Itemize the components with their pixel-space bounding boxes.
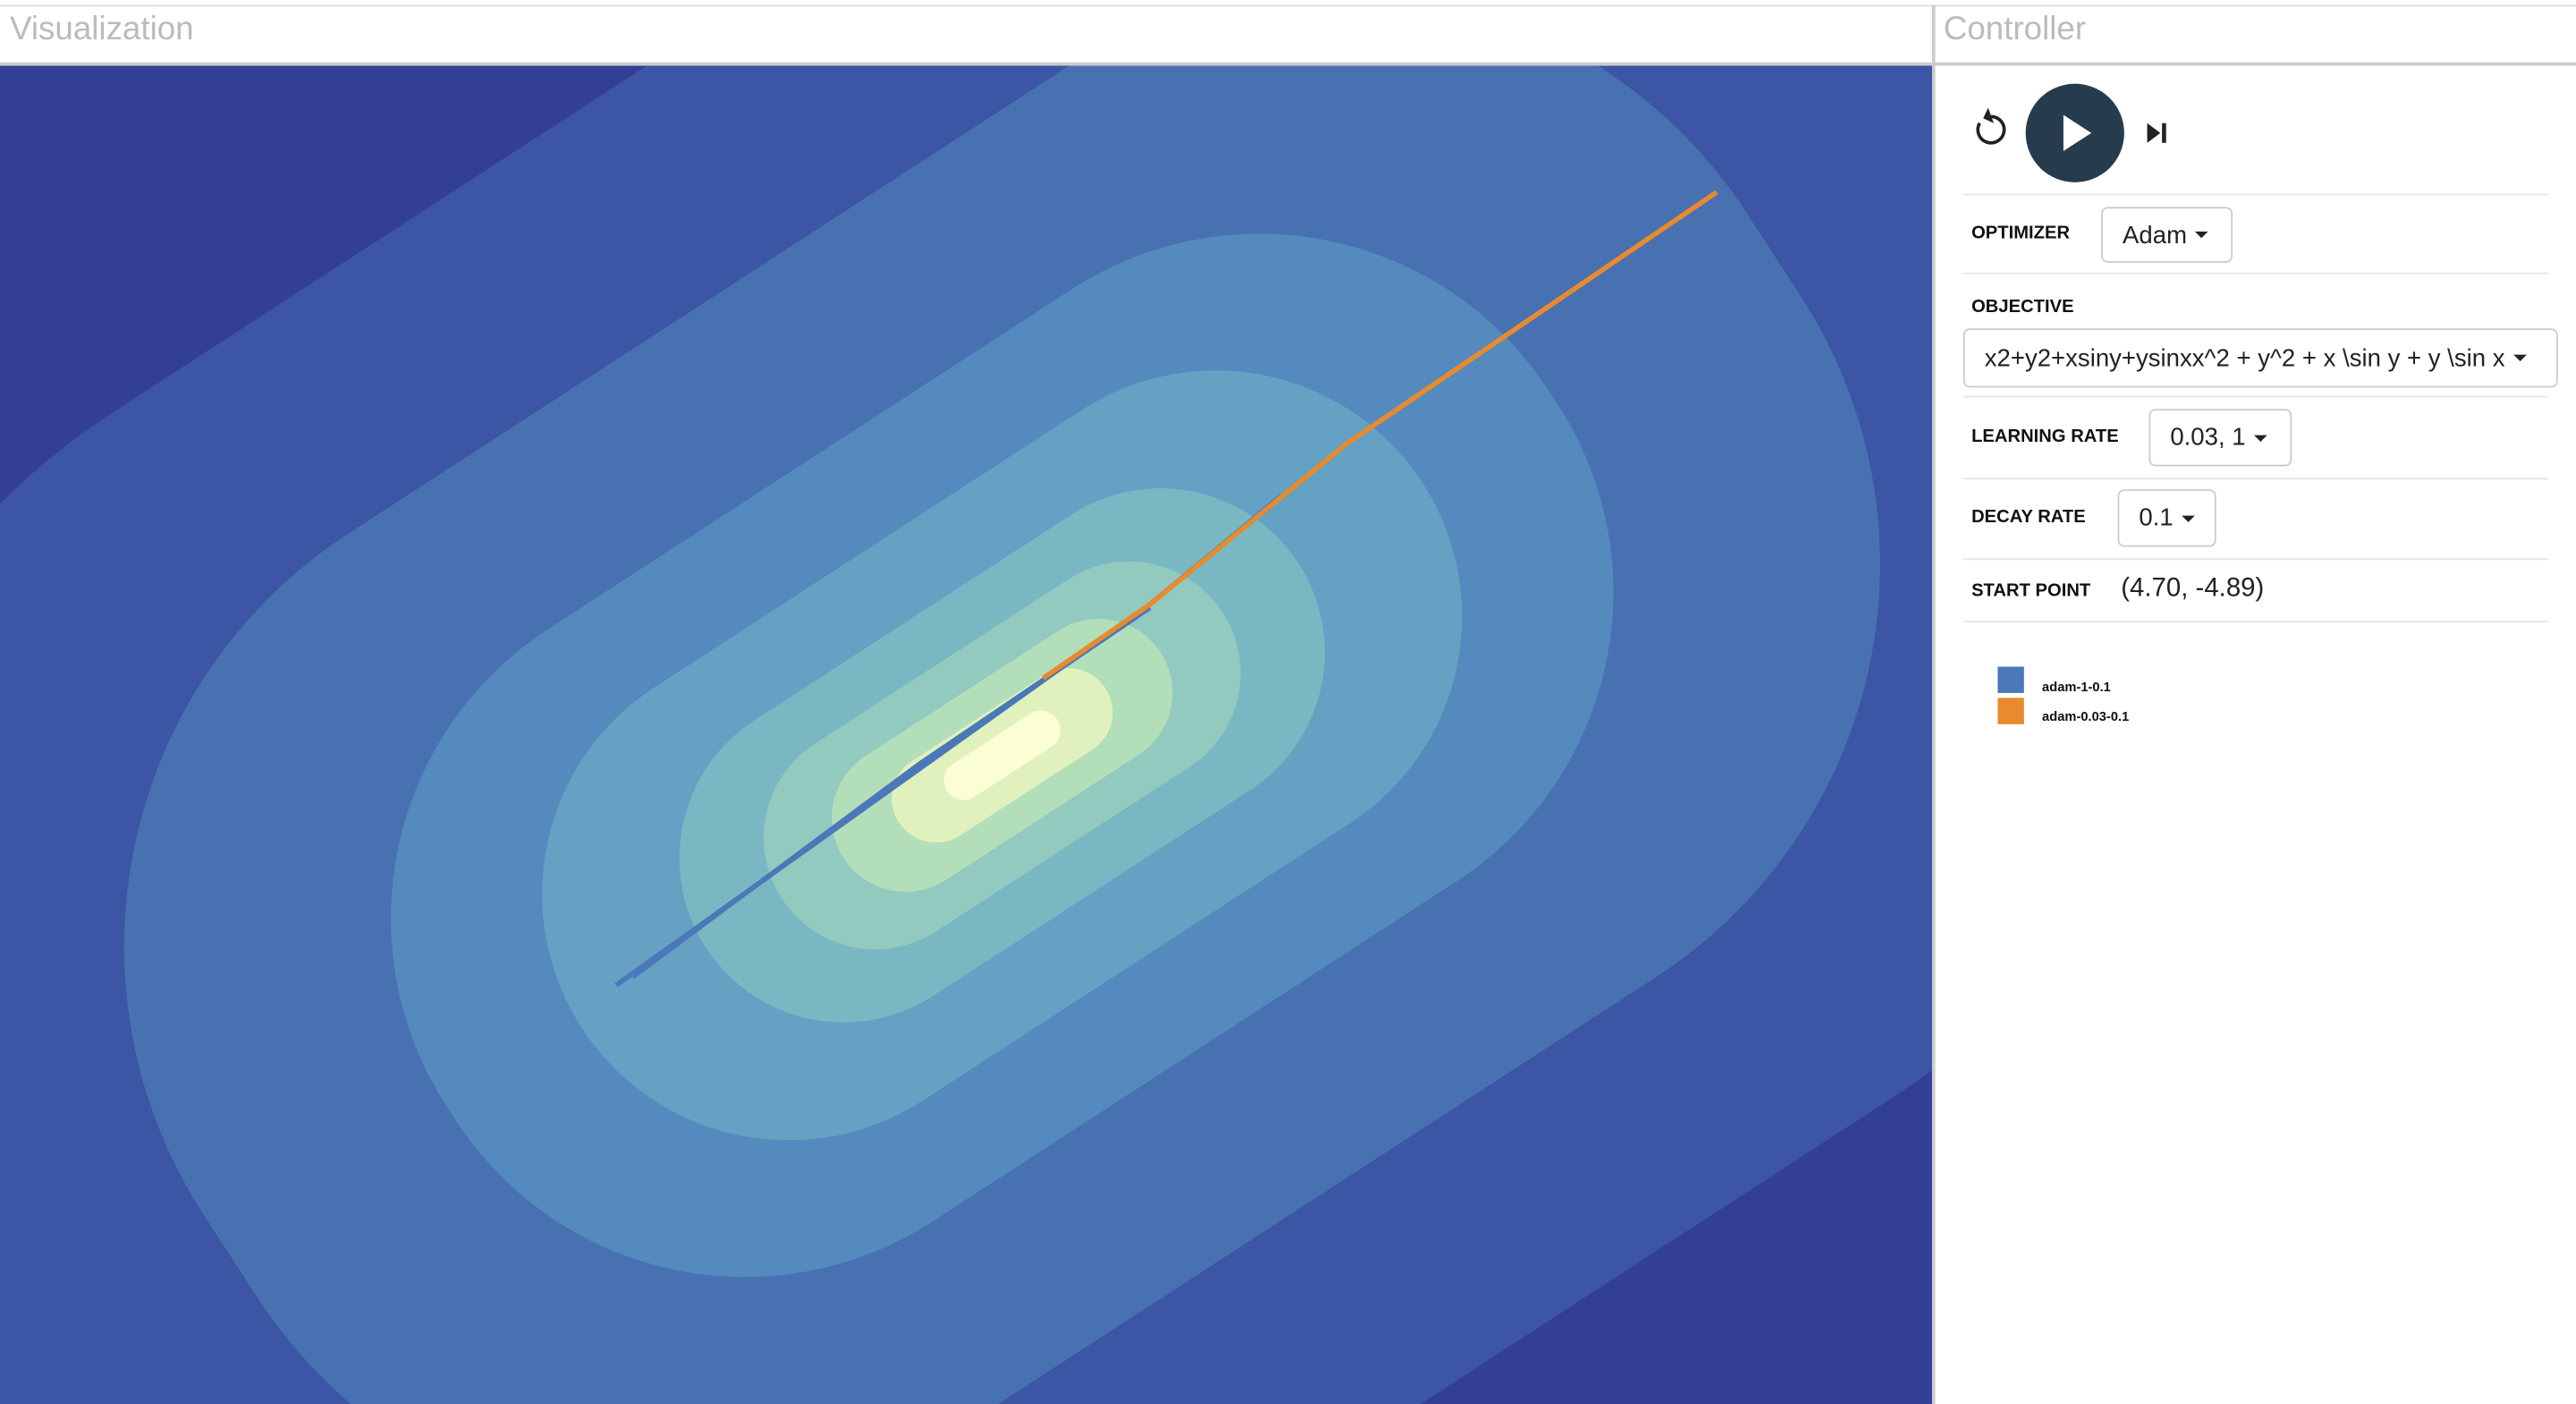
legend-label: adam-1-0.1	[2042, 680, 2111, 695]
decay-rate-select[interactable]: 0.1	[2117, 489, 2216, 547]
separator	[1962, 478, 2548, 480]
field-label: OBJECTIVE	[1971, 297, 2074, 317]
separator	[1962, 193, 2548, 196]
field-label: DECAY RATE	[1971, 507, 2086, 528]
learning-rate-select[interactable]: 0.03, 1	[2148, 409, 2292, 467]
legend-swatch	[1997, 698, 2024, 724]
reset-button[interactable]	[1976, 107, 2006, 145]
field-label: START POINT	[1971, 581, 2091, 602]
field-label: OPTIMIZER	[1971, 223, 2071, 243]
top-border	[0, 4, 2576, 7]
contour	[944, 710, 1061, 800]
select-value: 0.1	[2139, 503, 2174, 532]
divider	[1931, 4, 1936, 1404]
header-border	[0, 62, 2576, 66]
select-value: 0.03, 1	[2170, 423, 2246, 452]
playback-controls	[1976, 83, 2166, 182]
optimizer-select[interactable]: Adam	[2101, 207, 2233, 263]
separator	[1962, 272, 2548, 275]
step-button[interactable]	[2147, 123, 2166, 143]
separator	[1962, 558, 2548, 561]
select-value: Adam	[2123, 220, 2188, 250]
panel-title: Controller	[1943, 11, 2087, 48]
start-point: (4.70, -4.89)	[2121, 574, 2265, 603]
objective-select[interactable]: x2+y2+xsiny+ysinxx^2 + y^2 + x \sin y + …	[1962, 328, 2558, 388]
play-button[interactable]	[2025, 83, 2124, 182]
trajectory	[1041, 190, 1718, 681]
separator	[1962, 621, 2548, 622]
legend-label: adam-0.03-0.1	[2042, 709, 2130, 724]
panel-title: Visualization	[10, 11, 194, 48]
contour-plot	[0, 65, 1932, 1404]
legend-swatch	[1997, 666, 2024, 693]
field-label: LEARNING RATE	[1971, 427, 2119, 447]
select-value: x2+y2+xsiny+ysinxx^2 + y^2 + x \sin y + …	[1984, 343, 2505, 372]
separator	[1962, 395, 2548, 398]
